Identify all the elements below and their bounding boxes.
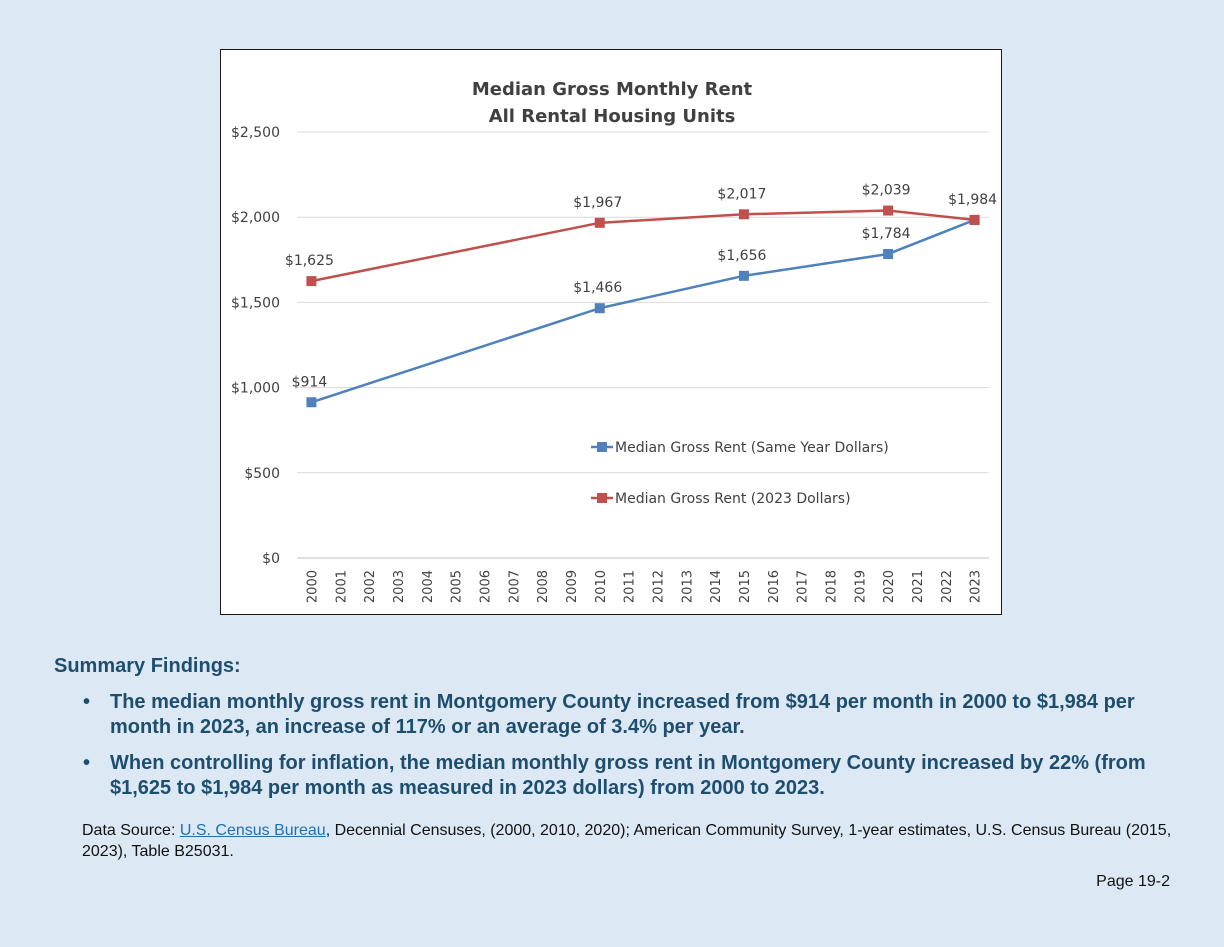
data-point-marker [883, 205, 894, 216]
data-point-marker [594, 217, 605, 228]
x-tick-label: 2018 [824, 570, 839, 603]
data-point-marker [969, 214, 980, 225]
x-tick-label: 2006 [478, 570, 493, 603]
finding-text: The median monthly gross rent in Montgom… [110, 691, 1135, 738]
data-point-marker [738, 209, 749, 220]
x-tick-label: 2001 [334, 570, 349, 603]
x-tick-label: 2023 [969, 570, 984, 603]
legend-label: Median Gross Rent (2023 Dollars) [615, 491, 851, 507]
x-tick-label: 2021 [911, 570, 926, 603]
x-tick-label: 2002 [363, 570, 378, 603]
data-point-marker [738, 270, 749, 281]
census-bureau-link[interactable]: U.S. Census Bureau [179, 822, 326, 839]
legend-marker [597, 442, 607, 452]
data-label: $914 [292, 374, 328, 390]
data-point-marker [306, 276, 317, 287]
x-tick-label: 2009 [565, 570, 580, 603]
chart-title-line: All Rental Housing Units [489, 106, 736, 127]
x-tick-label: 2019 [853, 570, 868, 603]
source-rest: , Decennial Censuses, (2000, 2010, 2020)… [82, 822, 1172, 860]
x-tick-label: 2008 [536, 570, 551, 603]
x-tick-label: 2000 [305, 570, 320, 603]
data-point-marker [883, 249, 894, 260]
y-tick-label: $0 [262, 551, 280, 567]
summary-findings-list: • The median monthly gross rent in Montg… [80, 690, 1150, 812]
chart-title-line: Median Gross Monthly Rent [472, 79, 753, 100]
y-tick-label: $1,000 [231, 381, 280, 397]
legend-marker [597, 493, 607, 503]
data-label: $1,967 [573, 195, 622, 211]
source-prefix: Data Source: [82, 822, 180, 839]
x-tick-label: 2015 [738, 570, 753, 603]
finding-item: • When controlling for inflation, the me… [80, 751, 1150, 801]
x-tick-label: 2014 [709, 570, 724, 603]
data-label: $1,466 [573, 280, 622, 296]
y-tick-label: $1,500 [231, 295, 280, 311]
y-tick-label: $500 [244, 466, 280, 482]
x-tick-label: 2012 [651, 570, 666, 603]
x-tick-label: 2003 [392, 570, 407, 603]
x-tick-label: 2016 [767, 570, 782, 603]
data-label: $1,656 [717, 248, 766, 264]
series-line [311, 209, 975, 283]
finding-item: • The median monthly gross rent in Montg… [80, 690, 1150, 740]
series-line [311, 218, 976, 404]
x-tick-label: 2022 [940, 570, 955, 603]
data-label: $1,984 [948, 192, 997, 208]
data-source-note: Data Source: U.S. Census Bureau, Decenni… [82, 820, 1172, 862]
finding-text: When controlling for inflation, the medi… [110, 752, 1146, 799]
summary-findings-heading: Summary Findings: [54, 655, 241, 677]
x-tick-label: 2011 [623, 570, 638, 603]
x-tick-label: 2013 [680, 570, 695, 603]
y-tick-label: $2,000 [231, 210, 280, 226]
data-label: $1,784 [862, 226, 911, 242]
x-tick-label: 2017 [796, 570, 811, 603]
x-tick-label: 2007 [507, 570, 522, 603]
legend-label: Median Gross Rent (Same Year Dollars) [615, 440, 889, 456]
x-tick-label: 2020 [882, 570, 897, 603]
bullet-icon: • [83, 691, 91, 713]
rent-chart: Median Gross Monthly Rent All Rental Hous… [220, 49, 1002, 615]
data-point-marker [594, 303, 605, 314]
page-number: Page 19-2 [1096, 873, 1170, 890]
y-tick-label: $2,500 [231, 125, 280, 141]
data-label: $2,017 [717, 186, 766, 202]
bullet-icon: • [83, 752, 91, 774]
data-point-marker [306, 397, 317, 408]
x-tick-label: 2004 [421, 570, 436, 603]
data-label: $2,039 [862, 183, 911, 199]
rent-chart-svg: Median Gross Monthly Rent All Rental Hous… [231, 79, 997, 603]
x-tick-label: 2005 [450, 570, 465, 603]
x-tick-label: 2010 [594, 570, 609, 603]
data-label: $1,625 [285, 253, 334, 269]
